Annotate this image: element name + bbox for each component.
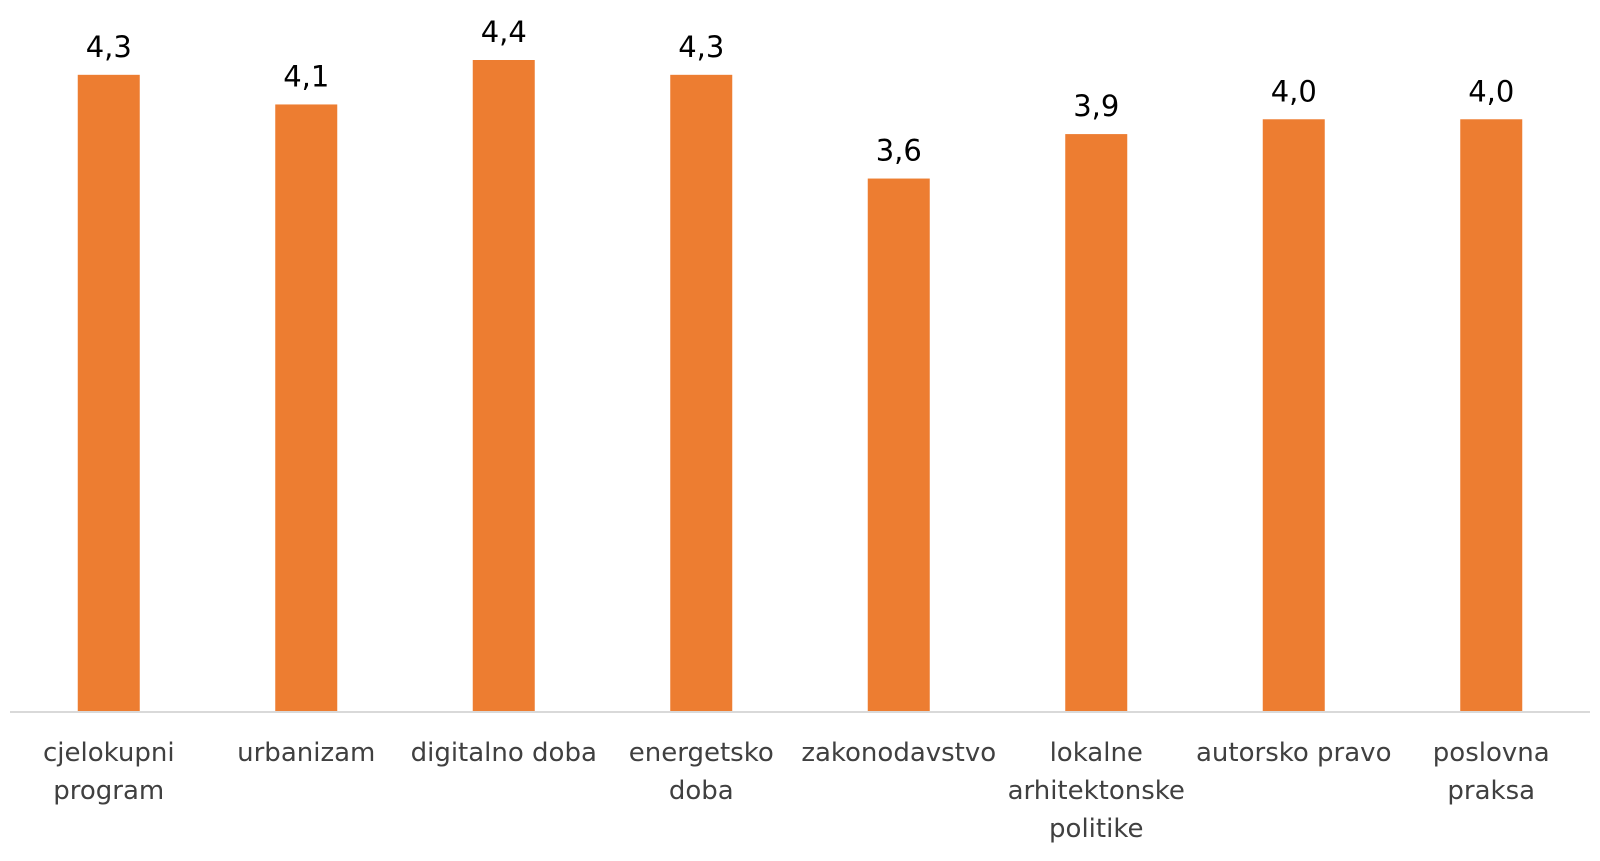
x-tick-label: energetsko doba [628,738,774,806]
x-tick-label: zakonodavstvo [801,738,997,768]
x-tick-label: cjelokupni program [42,738,175,806]
bar [77,74,140,713]
data-label: 3,9 [1073,89,1119,123]
data-label: 4,0 [1468,74,1514,108]
bar [1262,119,1325,713]
data-label: 3,6 [876,134,922,168]
bar [867,178,930,712]
x-tick-label: digitalno doba [410,738,597,768]
bar [275,104,338,713]
data-label: 4,0 [1271,74,1317,108]
x-tick-label: urbanizam [237,738,376,768]
data-label: 4,3 [86,30,132,64]
x-tick-label: autorsko pravo [1196,738,1392,768]
bar [1460,119,1523,713]
bar [472,60,535,712]
bar [1065,134,1128,712]
bar [670,74,733,713]
data-label: 4,3 [678,30,724,64]
data-label: 4,1 [283,59,329,93]
data-label: 4,4 [481,15,527,49]
x-tick-label: lokalne arhitektonske politike [1007,738,1185,844]
x-tick-label: poslovna praksa [1432,738,1550,806]
